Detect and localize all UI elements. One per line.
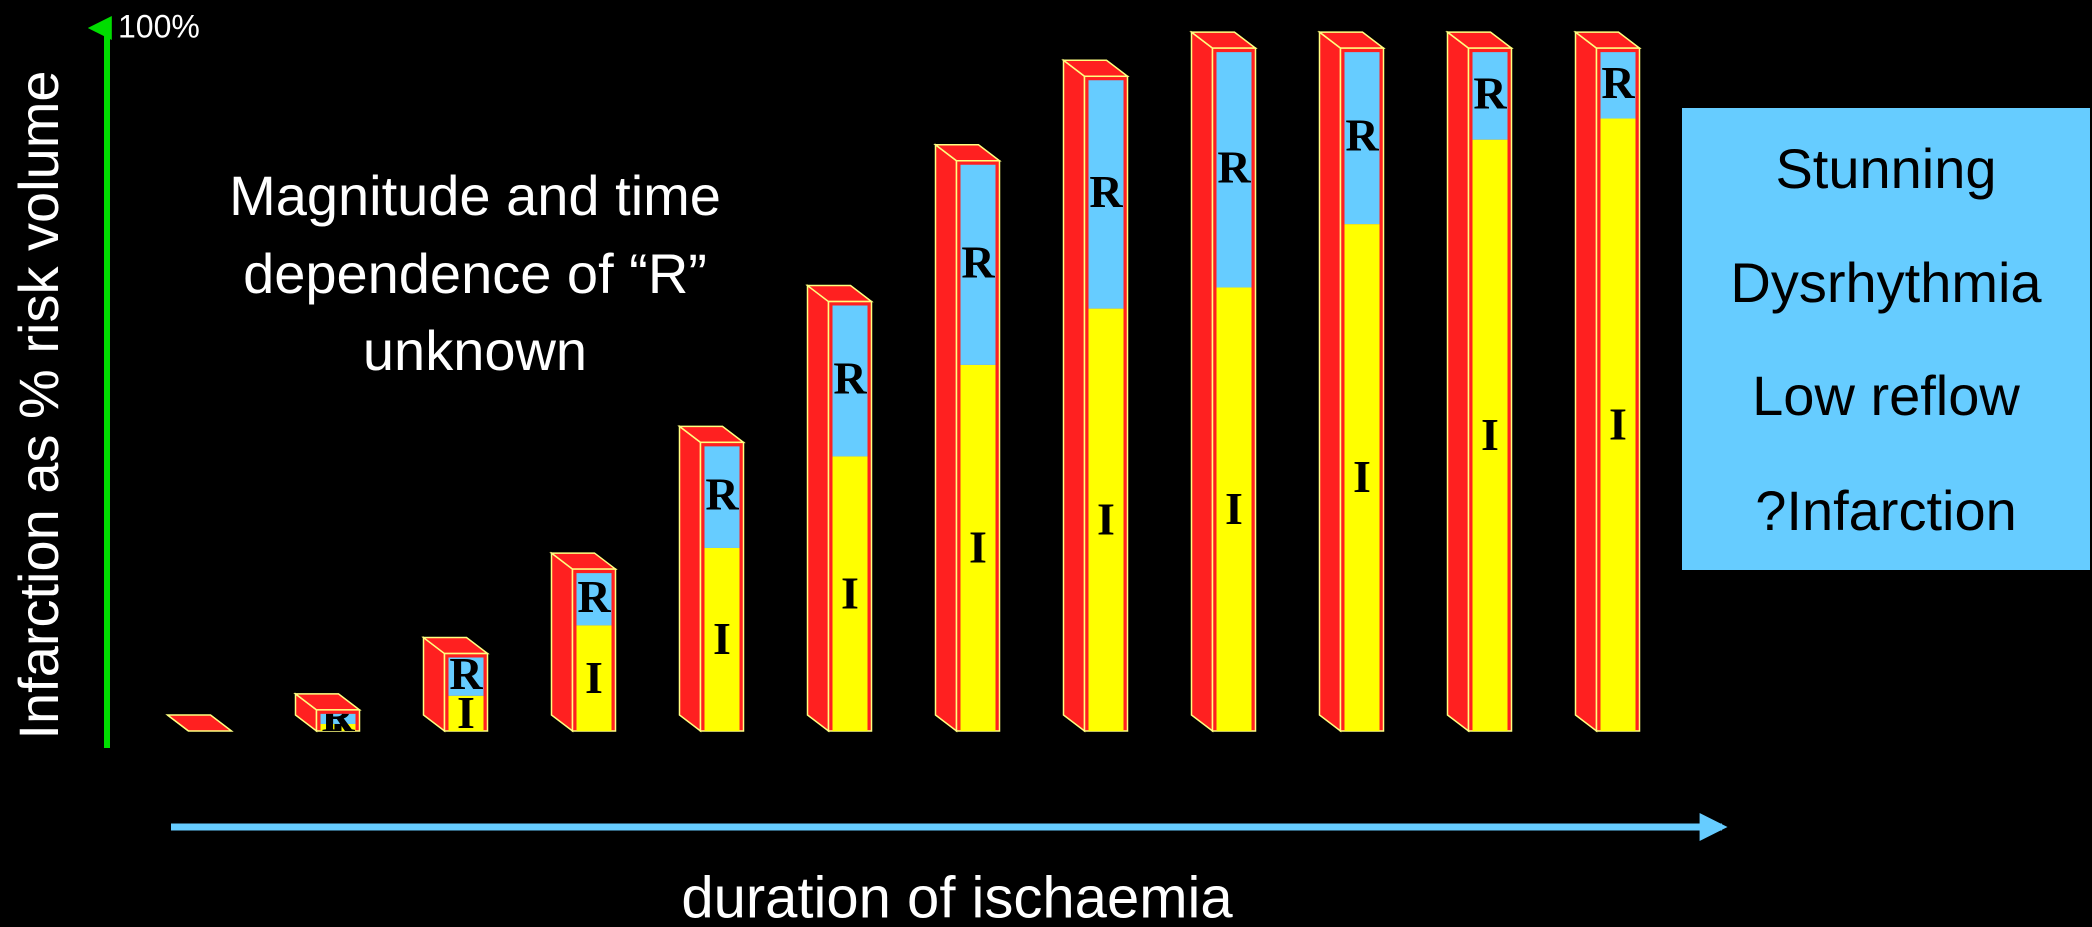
bar-segment bbox=[704, 547, 740, 731]
segment-label: R bbox=[705, 469, 739, 520]
bar-segment bbox=[1088, 80, 1124, 309]
bar-side bbox=[806, 284, 830, 733]
annotation: Magnitude and time bbox=[229, 164, 721, 227]
segment-label: R bbox=[321, 690, 355, 741]
x-axis-label: duration of ischaemia bbox=[681, 865, 1233, 927]
bar-segment bbox=[1216, 52, 1252, 288]
side-box bbox=[1682, 108, 2090, 570]
bar-segment bbox=[1472, 52, 1508, 140]
side-box-item: Low reflow bbox=[1752, 364, 2020, 427]
annotation: dependence of “R” bbox=[243, 242, 707, 305]
bar-top bbox=[165, 714, 234, 732]
side-box-item: Stunning bbox=[1775, 137, 1996, 200]
bar-side bbox=[1446, 30, 1470, 733]
bar-segment bbox=[704, 446, 740, 548]
y-axis-label: Infarction as % risk volume bbox=[7, 70, 70, 739]
bar-side bbox=[1574, 30, 1598, 733]
bar-segment bbox=[576, 625, 612, 731]
segment-label: I bbox=[1481, 409, 1499, 460]
segment-label: I bbox=[457, 687, 475, 738]
bar-segment bbox=[960, 364, 996, 731]
annotation: unknown bbox=[363, 319, 587, 382]
bar-segment bbox=[832, 305, 868, 457]
bar-segment bbox=[1600, 118, 1636, 731]
segment-label: R bbox=[1217, 141, 1251, 192]
segment-label: I bbox=[841, 567, 859, 618]
bar-segment bbox=[960, 164, 996, 365]
segment-label: R bbox=[449, 648, 483, 699]
bar-segment bbox=[1344, 52, 1380, 225]
segment-label: R bbox=[1601, 57, 1635, 108]
segment-label: R bbox=[833, 353, 867, 404]
bar-segment bbox=[1344, 224, 1380, 731]
segment-label: I bbox=[713, 613, 731, 664]
bar-segment bbox=[320, 723, 356, 731]
segment-label: R bbox=[1089, 166, 1123, 217]
segment-label: I bbox=[1609, 398, 1627, 449]
side-box-item: ?Infarction bbox=[1755, 479, 2017, 542]
bar-segment bbox=[1600, 52, 1636, 119]
segment-label: R bbox=[961, 236, 995, 287]
y-tick-label: 100% bbox=[118, 8, 200, 44]
segment-label: I bbox=[1097, 493, 1115, 544]
bar-segment bbox=[832, 456, 868, 731]
segment-label: I bbox=[585, 652, 603, 703]
bar-side bbox=[934, 143, 958, 733]
bar-segment bbox=[320, 713, 356, 724]
bar-side bbox=[550, 551, 574, 733]
segment-label: R bbox=[1345, 110, 1379, 161]
bar-segment bbox=[1472, 139, 1508, 731]
bar-segment bbox=[448, 657, 484, 696]
bar-segment bbox=[576, 573, 612, 626]
bar-segment bbox=[448, 695, 484, 731]
segment-label: R bbox=[1473, 67, 1507, 118]
segment-label: R bbox=[577, 571, 611, 622]
bar-side bbox=[1062, 58, 1086, 733]
segment-label: I bbox=[1353, 451, 1371, 502]
bar-side bbox=[1190, 30, 1214, 733]
bar-side bbox=[678, 424, 702, 733]
segment-label: I bbox=[969, 522, 987, 573]
segment-label: I bbox=[1225, 483, 1243, 534]
bar-side bbox=[1318, 30, 1342, 733]
bar-segment bbox=[1216, 287, 1252, 731]
side-box-item: Dysrhythmia bbox=[1730, 251, 2042, 314]
bar-segment bbox=[1088, 308, 1124, 731]
